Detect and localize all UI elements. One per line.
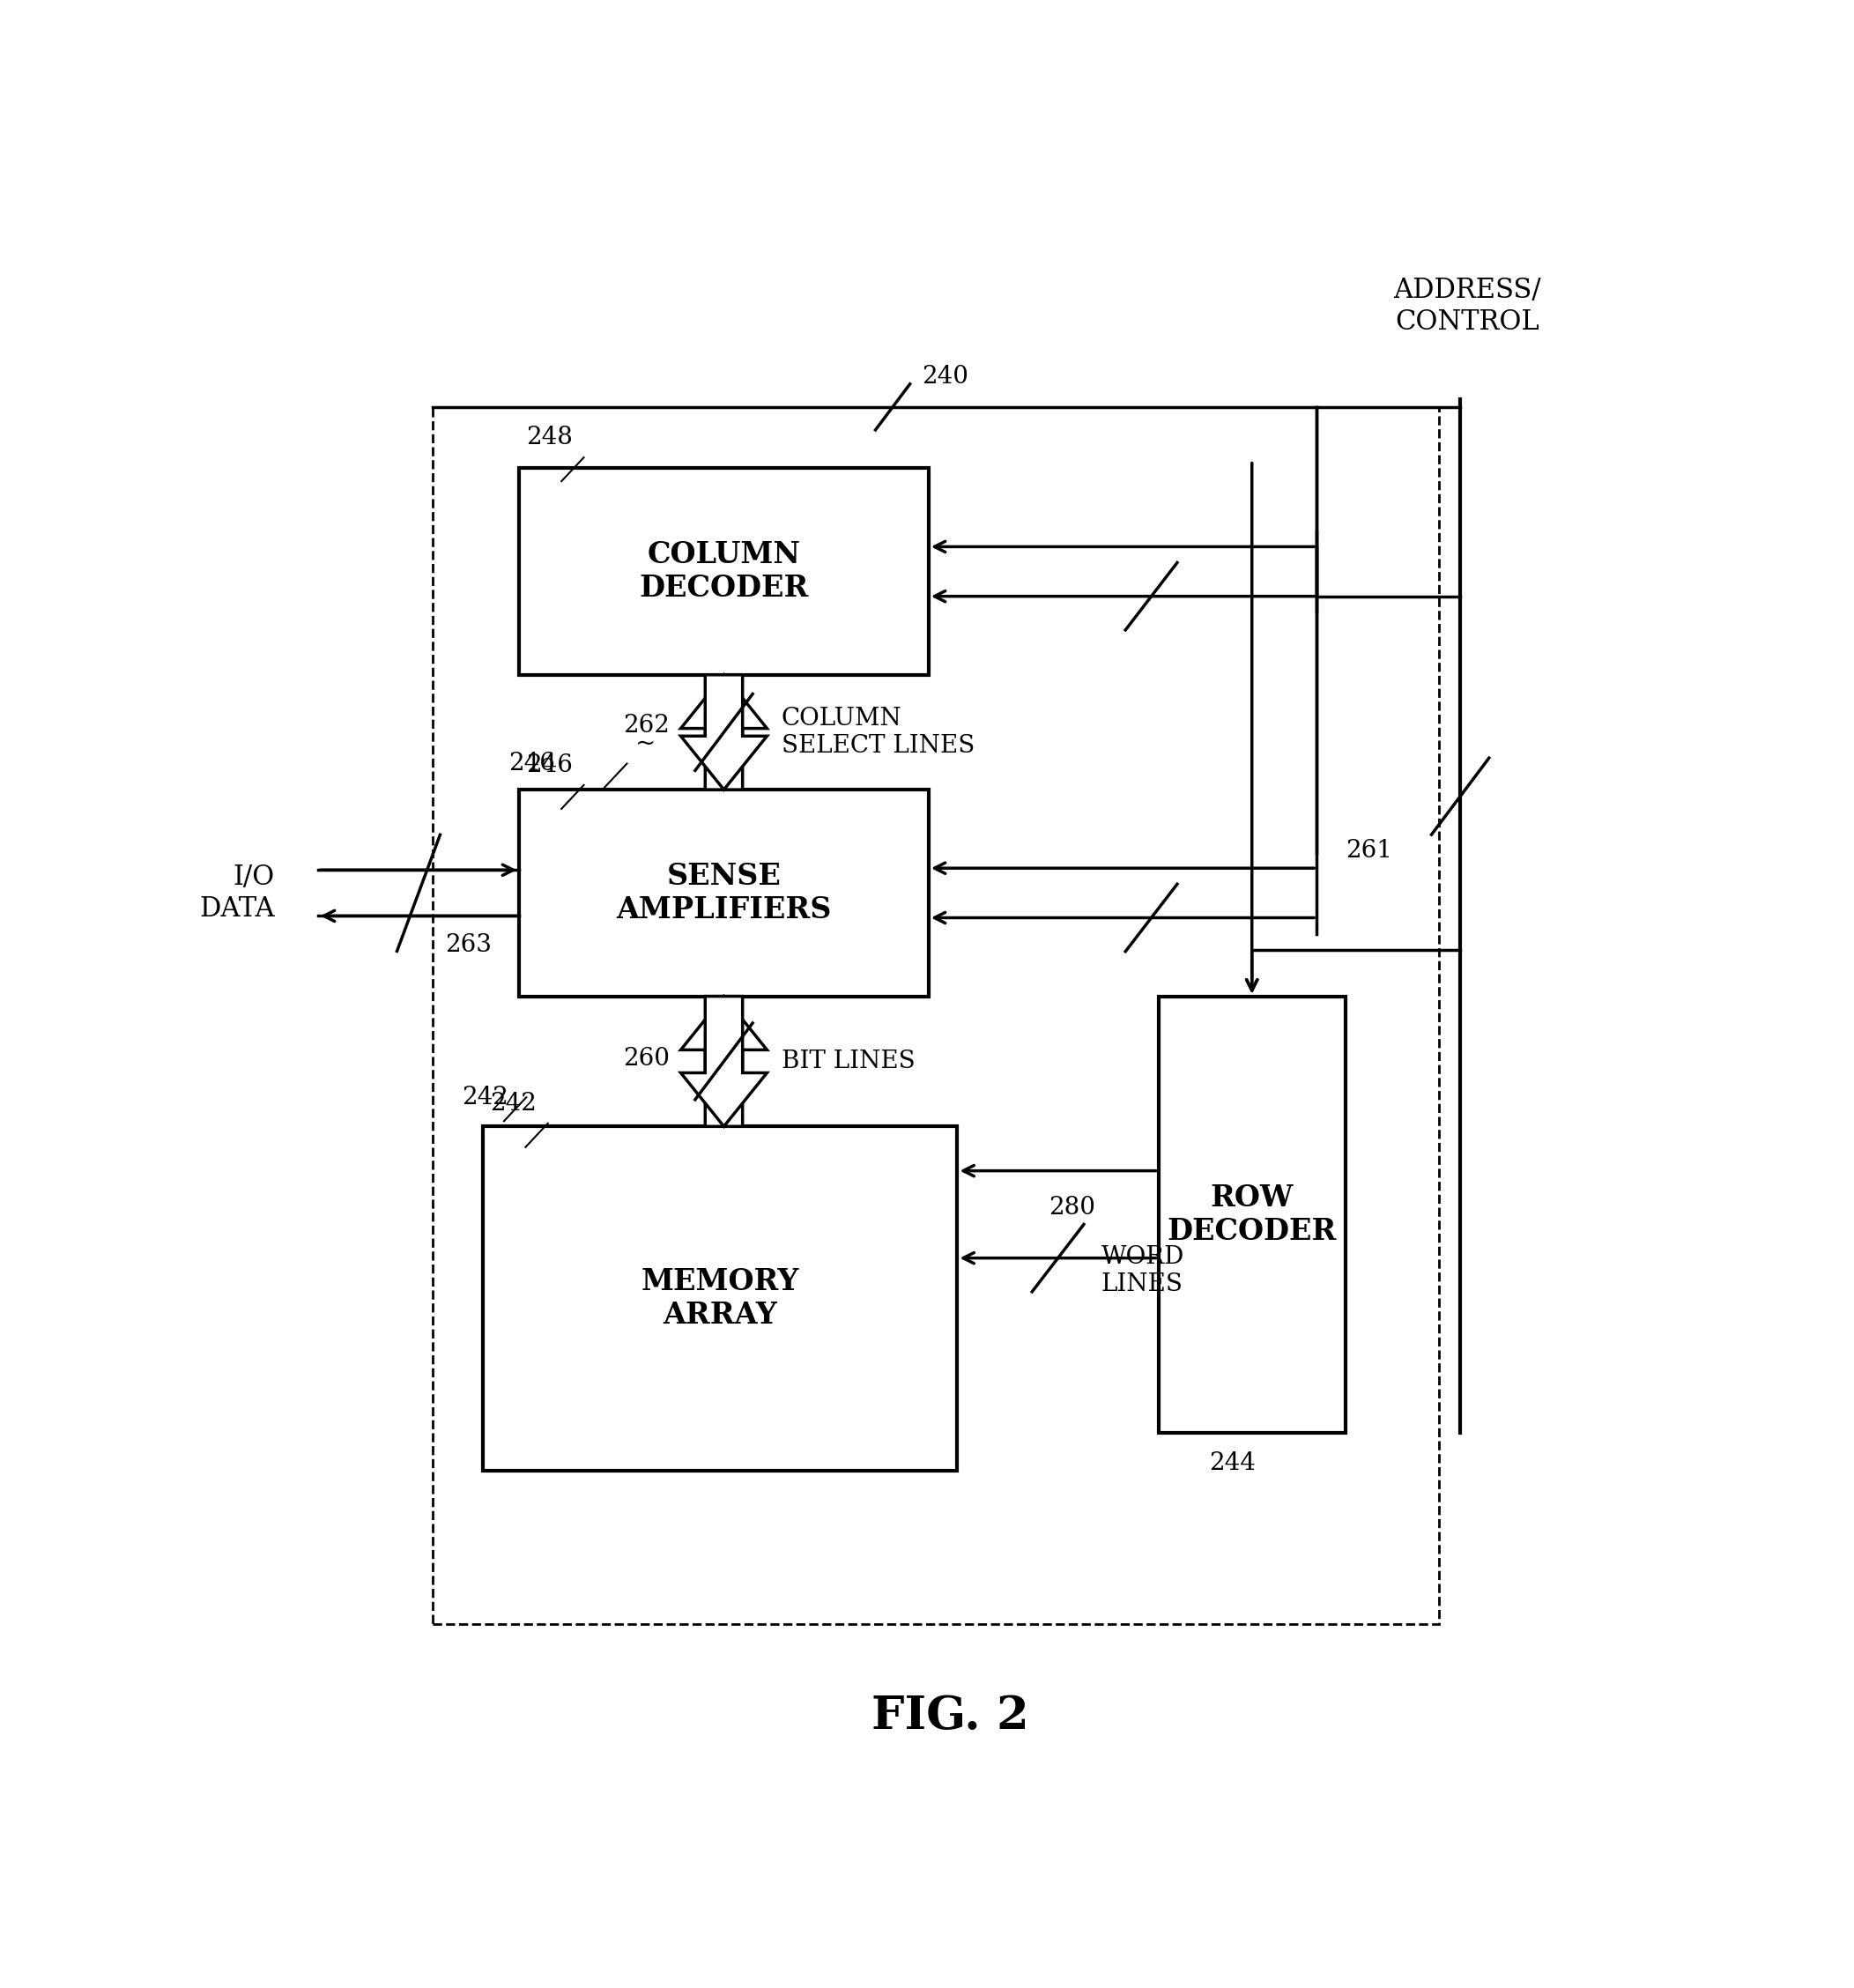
Bar [519, 789, 929, 996]
Text: 244: 244 [1209, 1451, 1255, 1475]
Text: 246: 246 [527, 753, 573, 777]
Text: FIG. 2: FIG. 2 [871, 1694, 1029, 1738]
Polygon shape [680, 996, 768, 1127]
Text: 248: 248 [527, 425, 573, 449]
Bar [519, 469, 929, 674]
Text: 246: 246 [508, 751, 554, 775]
Text: ADDRESS/
CONTROL: ADDRESS/ CONTROL [1394, 276, 1541, 336]
Text: WORD
LINES: WORD LINES [1101, 1244, 1185, 1296]
Text: BIT LINES: BIT LINES [781, 1050, 916, 1074]
Bar [434, 408, 1439, 1624]
Text: COLUMN
DECODER: COLUMN DECODER [640, 541, 808, 602]
Text: 240: 240 [921, 364, 968, 388]
Text: 260: 260 [623, 1048, 669, 1072]
Text: ROW
DECODER: ROW DECODER [1168, 1183, 1337, 1246]
Text: 262: 262 [623, 714, 669, 738]
Text: ~: ~ [636, 732, 656, 755]
Text: 261: 261 [1346, 839, 1392, 863]
Text: I/O
DATA: I/O DATA [200, 863, 274, 922]
Text: MEMORY
ARRAY: MEMORY ARRAY [641, 1266, 799, 1330]
Text: 263: 263 [445, 934, 491, 958]
Text: 280: 280 [1049, 1197, 1096, 1221]
Polygon shape [680, 996, 768, 1127]
Bar [1159, 996, 1346, 1433]
Polygon shape [680, 674, 768, 789]
Polygon shape [680, 674, 768, 789]
Text: COLUMN
SELECT LINES: COLUMN SELECT LINES [781, 706, 975, 757]
Text: 242: 242 [462, 1085, 508, 1109]
Bar [484, 1127, 957, 1471]
Text: SENSE
AMPLIFIERS: SENSE AMPLIFIERS [616, 861, 832, 924]
Text: 242: 242 [489, 1091, 538, 1115]
